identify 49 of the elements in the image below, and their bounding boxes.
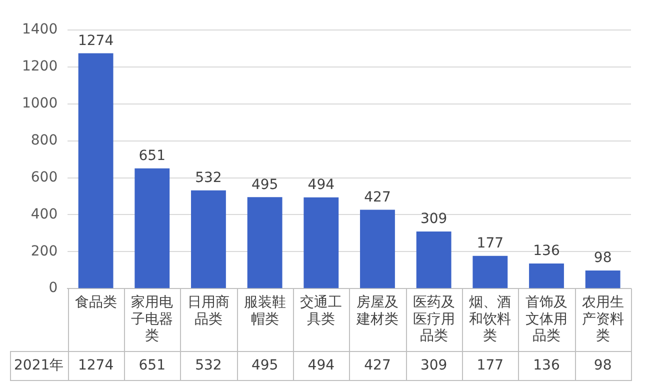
data-label: 98 <box>594 358 612 374</box>
bar <box>529 263 564 288</box>
x-tick-label: 农用生产资料类 <box>582 294 624 344</box>
text: 494 <box>308 176 335 193</box>
bar <box>78 53 114 288</box>
bar <box>191 190 226 288</box>
text: 427 <box>364 189 391 206</box>
x-tick-label: 服装鞋帽类 <box>244 294 286 328</box>
x-tick-label: 家用电子电器类 <box>131 294 174 344</box>
bar <box>472 256 508 288</box>
bar <box>134 168 170 288</box>
y-tick-label: 600 <box>30 169 58 186</box>
data-label: 532 <box>195 358 222 374</box>
text: 1274 <box>78 32 114 49</box>
text: 98 <box>594 250 612 266</box>
text: 651 <box>138 148 166 164</box>
text: 532 <box>195 170 222 186</box>
y-tick-label: 200 <box>30 243 58 260</box>
data-label: 651 <box>138 358 166 374</box>
data-label: 177 <box>476 358 504 374</box>
data-label: 136 <box>533 358 560 374</box>
x-tick-label: 交通工具类 <box>300 294 342 328</box>
x-tick-label: 医药及医疗用品类 <box>412 294 455 344</box>
data-label: 494 <box>308 358 335 374</box>
x-tick-label: 烟、酒和饮料类 <box>469 294 512 344</box>
bar <box>416 232 452 288</box>
y-tick-label: 0 <box>48 280 58 296</box>
bar <box>360 210 395 288</box>
data-label: 495 <box>251 358 278 374</box>
x-tick-label: 日用商品类 <box>187 294 230 328</box>
text: 309 <box>420 211 448 228</box>
y-tick-label: 1000 <box>22 96 58 112</box>
x-tick-label: 食品类 <box>74 294 117 311</box>
bar <box>247 197 282 288</box>
bar <box>304 197 339 288</box>
text: 2021年 <box>14 358 64 374</box>
x-tick-label: 首饰及文体用品类 <box>525 294 568 344</box>
text: 495 <box>251 176 278 193</box>
text: 177 <box>476 236 504 252</box>
y-tick-label: 1200 <box>22 58 58 75</box>
x-tick-label: 房屋及建材类 <box>355 294 398 328</box>
data-label: 1274 <box>78 358 114 374</box>
y-tick-label: 800 <box>30 132 58 148</box>
data-label: 427 <box>364 358 391 374</box>
text: 136 <box>533 243 560 260</box>
bar <box>585 270 620 288</box>
y-tick-label: 1400 <box>22 22 58 38</box>
data-label: 309 <box>420 358 448 374</box>
y-tick-label: 400 <box>30 206 58 222</box>
